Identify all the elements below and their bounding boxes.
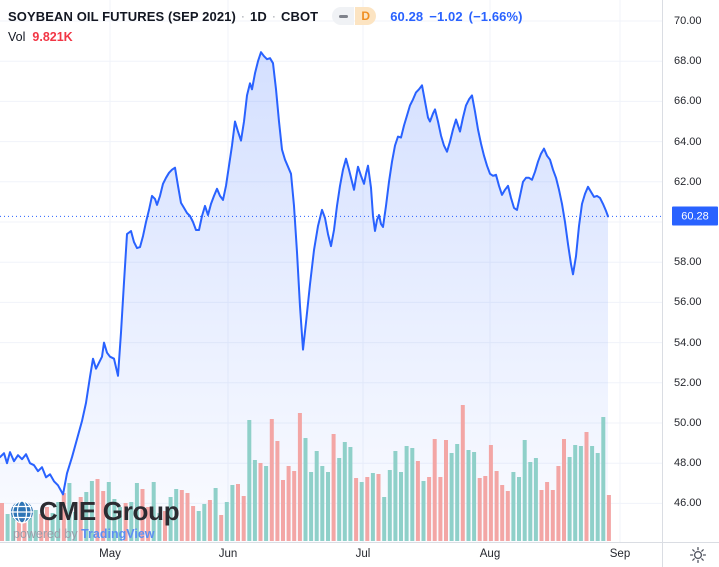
axis-corner-divider bbox=[662, 543, 663, 567]
price-axis-label: 70.00 bbox=[674, 15, 702, 27]
volume-legend: Vol 9.821K bbox=[8, 30, 73, 44]
price-axis-label: 52.00 bbox=[674, 376, 702, 389]
price-line bbox=[0, 51, 609, 496]
price-axis-label: 46.00 bbox=[674, 497, 702, 510]
chart-legend: SOYBEAN OIL FUTURES (SEP 2021) · 1D · CB… bbox=[8, 7, 529, 25]
price-axis-label: 66.00 bbox=[674, 95, 702, 108]
interval-label: 1D bbox=[250, 8, 267, 24]
volume-bars bbox=[0, 405, 611, 541]
time-axis-label: May bbox=[99, 548, 121, 560]
data-mode-pill: D bbox=[332, 7, 377, 25]
cme-logo-text: CME Group bbox=[39, 496, 180, 526]
time-axis-label: Jun bbox=[218, 548, 238, 560]
time-scale-settings-gear-icon[interactable] bbox=[689, 546, 707, 564]
exchange-label: CBOT bbox=[280, 8, 319, 24]
time-scale[interactable]: May Jun Jul Aug Sep bbox=[0, 542, 719, 567]
volume-label: Vol bbox=[8, 30, 26, 44]
price-axis-label: 58.00 bbox=[674, 256, 702, 269]
price-chart[interactable] bbox=[0, 0, 662, 542]
price-axis-label: 54.00 bbox=[674, 336, 702, 349]
time-axis-label: Jul bbox=[355, 548, 371, 560]
price-axis-label: 48.00 bbox=[674, 457, 702, 470]
price-axis-label: 64.00 bbox=[674, 135, 702, 148]
powered-by-label: powered by bbox=[13, 527, 78, 541]
tradingview-link[interactable]: TradingView bbox=[81, 527, 155, 541]
price-axis-label: 50.00 bbox=[674, 417, 702, 429]
time-axis-label: Aug bbox=[479, 548, 501, 560]
price-axis-label: 62.00 bbox=[674, 175, 702, 188]
delayed-data-badge: D bbox=[355, 7, 377, 25]
last-price-badge: 60.28 bbox=[672, 206, 718, 226]
last-price: 60.28 bbox=[390, 8, 424, 24]
price-change-percent: (−1.66%) bbox=[468, 8, 523, 24]
price-values: 60.28 −1.02 (−1.66%) bbox=[390, 9, 528, 24]
area-fill bbox=[0, 52, 608, 542]
price-axis-label: 56.00 bbox=[674, 296, 702, 309]
separator-dot: · bbox=[271, 9, 276, 23]
data-mode-icon bbox=[332, 7, 355, 25]
price-change: −1.02 bbox=[429, 8, 463, 24]
time-axis-label: Sep bbox=[609, 548, 631, 560]
price-axis-label: 68.00 bbox=[674, 55, 702, 68]
cme-globe-icon bbox=[11, 499, 33, 524]
volume-value: 9.821K bbox=[32, 30, 73, 44]
cme-group-logo[interactable]: CME Group powered by TradingView bbox=[10, 496, 180, 541]
minus-icon bbox=[338, 14, 348, 18]
symbol-title: SOYBEAN OIL FUTURES (SEP 2021) bbox=[8, 8, 236, 24]
separator-dot: · bbox=[240, 9, 246, 23]
price-scale[interactable]: 46.0048.0050.0052.0054.0056.0058.0060.00… bbox=[662, 0, 719, 542]
